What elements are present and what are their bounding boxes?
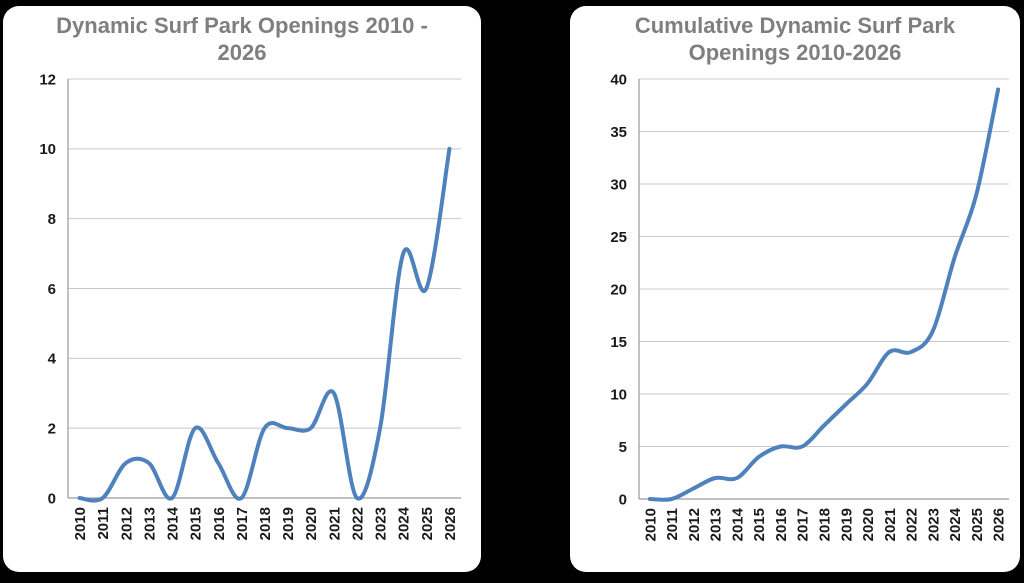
x-tick-label: 2020 (303, 507, 320, 540)
openings-chart-title: Dynamic Surf Park Openings 2010 -2026 (3, 12, 481, 66)
x-tick-label: 2010 (642, 508, 659, 541)
x-tick-label: 2026 (442, 507, 459, 540)
series-line (77, 146, 452, 503)
x-axis-labels: 2010 2011 2012 2013 2014 2015 2016 2017 2018 2019… (642, 507, 1007, 541)
series-line (647, 87, 1001, 502)
y-tick-label: 0 (619, 491, 627, 508)
y-tick-label: 35 (610, 124, 627, 141)
x-tick-label: 2023 (373, 507, 390, 540)
x-tick-label: 2012 (118, 507, 135, 540)
y-tick-label: 6 (48, 281, 56, 298)
y-tick-label: 20 (610, 281, 627, 298)
x-tick-label: 2021 (326, 507, 343, 540)
x-tick-label: 2021 (882, 508, 899, 541)
x-tick-label: 2020 (860, 508, 877, 541)
y-tick-label: 5 (619, 439, 627, 456)
x-tick-label: 2010 (72, 507, 89, 540)
x-tick-label: 2011 (664, 508, 681, 541)
axis-lines (638, 79, 1009, 500)
x-tick-label: 2026 (991, 508, 1008, 541)
x-tick-label: 2015 (751, 508, 768, 541)
x-tick-label: 2025 (969, 508, 986, 541)
x-tick-label: 2025 (419, 507, 436, 540)
cumulative-chart-card: Cumulative Dynamic Surf Park Openings 201… (570, 6, 1020, 572)
x-tick-label: 2022 (349, 507, 366, 540)
y-tick-label: 15 (610, 334, 627, 351)
x-tick-label: 2014 (729, 507, 746, 541)
x-tick-label: 2011 (95, 507, 112, 540)
x-tick-label: 2017 (234, 507, 251, 540)
x-tick-label: 2024 (396, 506, 413, 540)
x-tick-label: 2013 (708, 508, 725, 541)
x-tick-label: 2019 (280, 507, 297, 540)
x-tick-label: 2017 (795, 508, 812, 541)
cumulative-chart-title: Cumulative Dynamic Surf Park Openings 201… (570, 12, 1020, 66)
x-tick-label: 2015 (188, 507, 205, 540)
title-line-1: Dynamic Surf Park Openings 2010 - (56, 13, 428, 38)
y-tick-label: 0 (48, 490, 56, 507)
y-tick-label: 30 (610, 176, 627, 193)
gridlines (639, 78, 1009, 447)
x-tick-label: 2018 (257, 507, 274, 540)
x-axis-labels: 2010 2011 2012 2013 2014 2015 2016 2017 2018 2019… (72, 506, 459, 540)
x-tick-label: 2016 (773, 508, 790, 541)
y-tick-label: 12 (39, 71, 56, 88)
x-tick-label: 2014 (165, 506, 182, 540)
y-tick-label: 25 (610, 229, 627, 246)
y-tick-label: 40 (610, 71, 627, 88)
axis-lines (67, 79, 461, 499)
y-axis-labels: 0 5 10 15 20 25 30 35 40 (610, 71, 627, 508)
x-tick-label: 2019 (838, 508, 855, 541)
x-tick-label: 2012 (686, 508, 703, 541)
x-tick-label: 2016 (211, 507, 228, 540)
title-line-2: Openings 2010-2026 (688, 40, 902, 65)
x-tick-label: 2013 (141, 507, 158, 540)
title-line-1: Cumulative Dynamic Surf Park (634, 13, 956, 38)
y-tick-label: 8 (48, 211, 56, 228)
y-tick-label: 4 (48, 351, 57, 368)
x-tick-label: 2024 (947, 507, 964, 541)
y-tick-label: 10 (610, 386, 627, 403)
title-line-2: 2026 (217, 40, 267, 65)
x-tick-label: 2018 (817, 508, 834, 541)
x-tick-label: 2023 (925, 508, 942, 541)
x-tick-label: 2022 (904, 508, 921, 541)
y-tick-label: 10 (39, 141, 56, 158)
y-axis-labels: 0 2 4 6 8 10 12 (39, 71, 56, 507)
y-tick-label: 2 (48, 420, 56, 437)
